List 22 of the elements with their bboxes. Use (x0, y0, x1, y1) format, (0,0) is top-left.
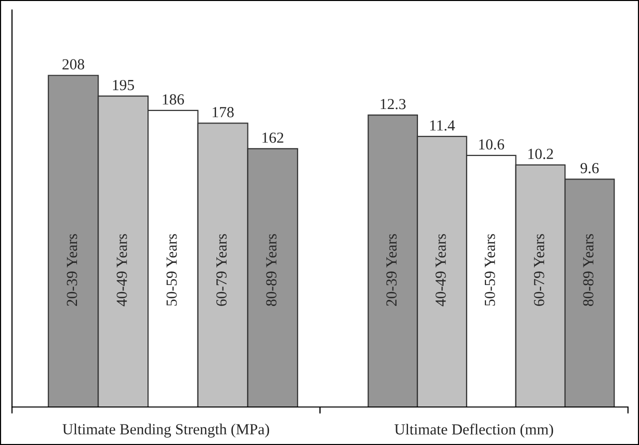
x-tick-label: 80-89 Years (266, 234, 276, 306)
x-tick-label: 40-49 Years (436, 234, 446, 306)
x-axis-title: Ultimate Bending Strength (MPa) (62, 424, 270, 438)
data-label: 10.6 (479, 139, 504, 150)
data-label: 178 (212, 107, 234, 118)
x-axis-title: Ultimate Deflection (mm) (394, 424, 554, 438)
x-tick-label: 50-59 Years (484, 234, 496, 306)
x-tick-label: 20-39 Years (386, 234, 397, 306)
data-label: 162 (262, 132, 284, 143)
data-label: 12.3 (380, 98, 406, 110)
data-label: 186 (162, 94, 184, 105)
x-tick-label: 60-79 Years (534, 234, 544, 306)
data-label: 9.6 (580, 163, 599, 174)
data-label: 195 (113, 80, 134, 90)
data-label: 10.2 (528, 148, 553, 160)
x-tick-label: 50-59 Years (166, 234, 177, 306)
x-tick-label: 20-39 Years (66, 234, 78, 306)
x-tick-label: 40-49 Years (116, 234, 127, 306)
data-label: 208 (62, 59, 84, 70)
x-tick-label: 80-89 Years (583, 234, 594, 306)
data-label: 11.4 (430, 120, 455, 131)
x-tick-label: 60-79 Years (216, 234, 227, 306)
